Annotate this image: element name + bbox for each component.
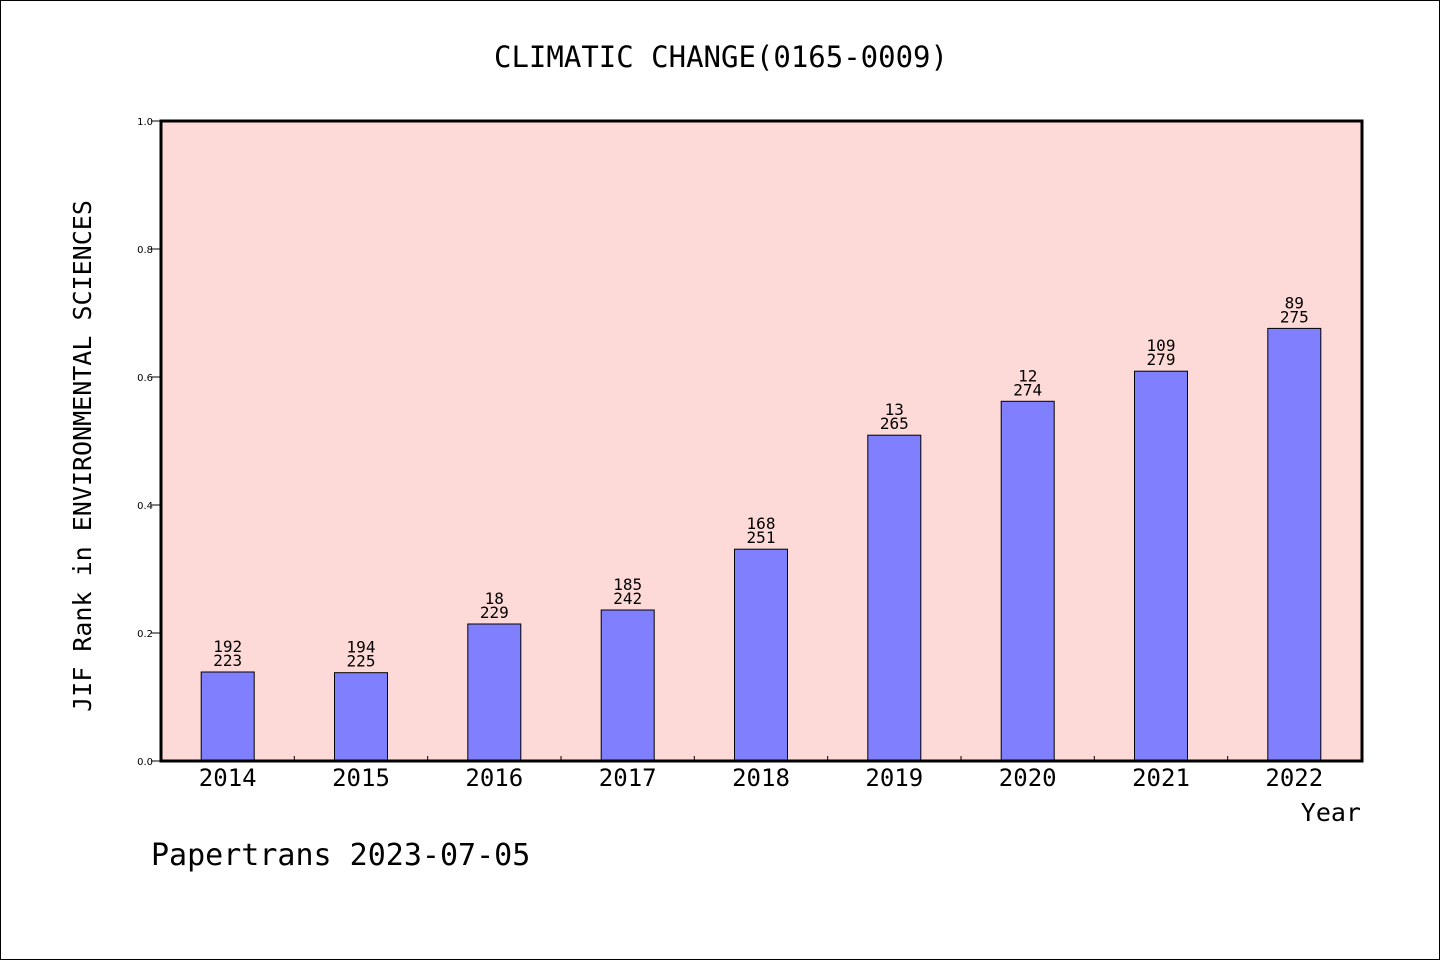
y-tick-label-1.0: 1.0 (137, 117, 153, 128)
y-axis: 0.0 0.2 0.4 0.6 0.8 1.0 (137, 117, 161, 768)
data-label-rank-2015: 194 (347, 638, 376, 657)
x-tick-label-2018: 2018 (732, 764, 790, 792)
y-tick-label-0.0: 0.0 (137, 757, 153, 768)
y-tick-label-0.2: 0.2 (137, 629, 153, 640)
bar-2018 (734, 548, 788, 762)
data-label-rank-2019: 13 (885, 400, 904, 419)
x-axis: 2014 2015 2016 2017 2018 2019 2020 2021 2022 (199, 756, 1323, 792)
bar-2020 (1000, 400, 1055, 762)
data-label-total-2016: 229 (480, 603, 509, 622)
x-tick-label-2022: 2022 (1265, 764, 1323, 792)
data-label-rank-2020: 12 (1018, 366, 1037, 385)
data-label-total-2018: 251 (747, 528, 776, 547)
y-tick-label-0.8: 0.8 (137, 245, 153, 256)
data-label-total-2019: 265 (880, 414, 909, 433)
data-label-rank-2017: 185 (613, 575, 642, 594)
data-label-rank-2021: 109 (1147, 336, 1176, 355)
bar-2017 (600, 609, 655, 762)
y-axis-label: JIF Rank in ENVIRONMENTAL SCIENCES (68, 200, 97, 712)
footer-watermark: Papertrans 2023-07-05 (151, 838, 530, 873)
data-label-total-2020: 274 (1013, 380, 1042, 399)
bar-2014 (200, 671, 255, 762)
x-tick-label-2021: 2021 (1132, 764, 1190, 792)
x-tick-label-2017: 2017 (599, 764, 657, 792)
x-tick-label-2015: 2015 (332, 764, 390, 792)
bar-2022 (1267, 327, 1322, 762)
chart-title: CLIMATIC CHANGE(0165-0009) (494, 40, 948, 74)
bar-2015 (334, 672, 388, 762)
bar-2019 (867, 434, 922, 762)
data-label-total-2022: 275 (1280, 307, 1309, 326)
data-label-total-2015: 225 (347, 652, 376, 671)
x-tick-label-2014: 2014 (199, 764, 257, 792)
x-axis-label: Year (1301, 798, 1361, 827)
plot-border (159, 119, 1364, 763)
x-tick-label-2020: 2020 (999, 764, 1057, 792)
data-label-total-2021: 279 (1147, 350, 1176, 369)
data-label-rank-2016: 18 (485, 589, 504, 608)
data-label-total-2014: 223 (213, 651, 242, 670)
bar-2021 (1134, 370, 1188, 762)
y-tick-label-0.6: 0.6 (137, 373, 153, 384)
data-label-rank-2014: 192 (213, 637, 242, 656)
x-tick-label-2016: 2016 (465, 764, 523, 792)
bar-2016 (467, 623, 522, 762)
y-tick-label-0.4: 0.4 (137, 501, 153, 512)
x-tick-label-2019: 2019 (865, 764, 923, 792)
data-label-total-2017: 242 (613, 589, 642, 608)
data-label-rank-2022: 89 (1285, 293, 1304, 312)
bars-layer (200, 327, 1322, 762)
data-label-rank-2018: 168 (747, 514, 776, 533)
